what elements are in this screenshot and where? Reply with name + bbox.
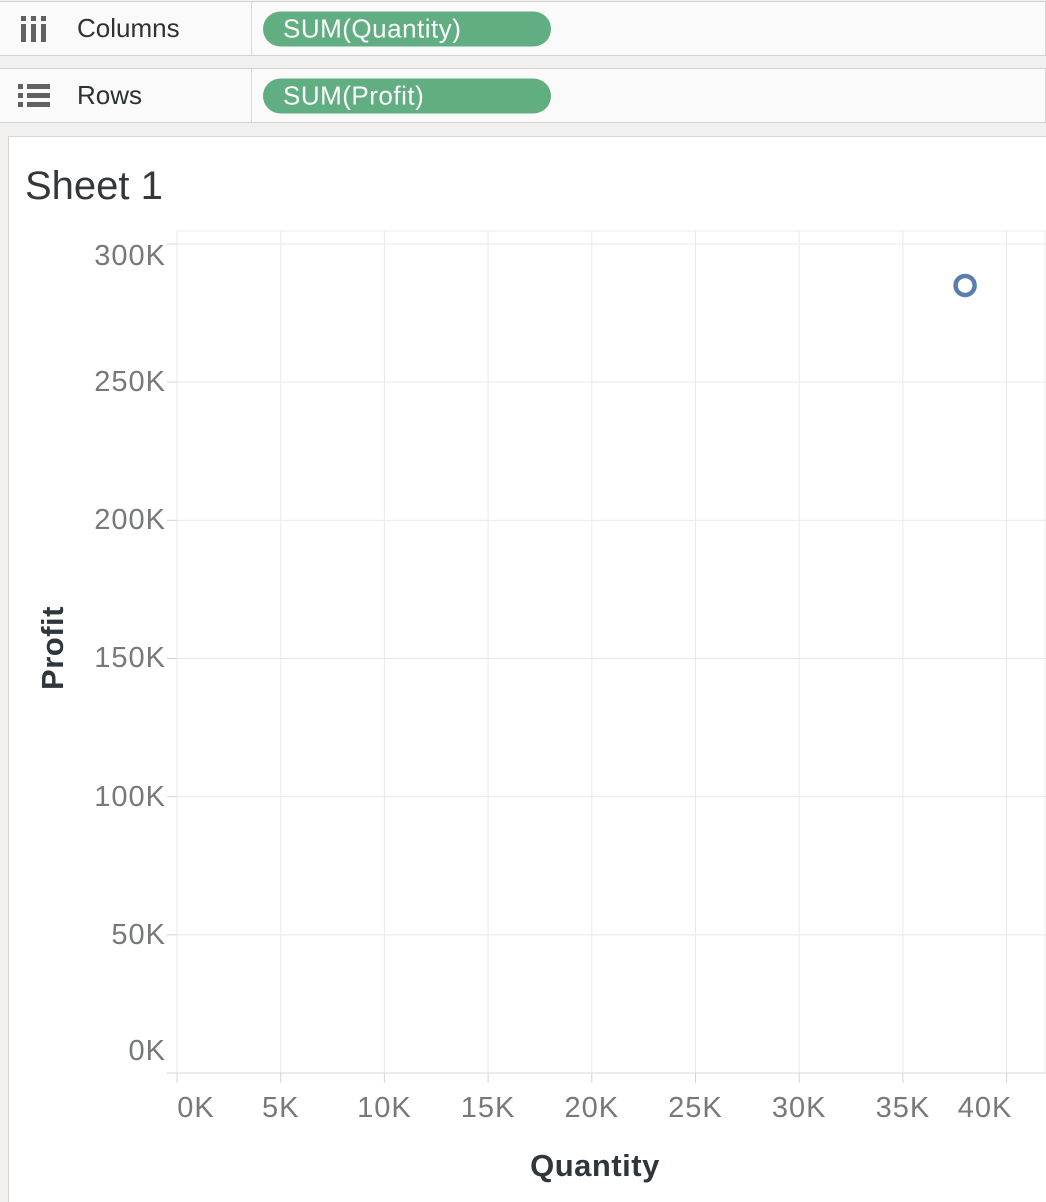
shelf-divider [251,2,252,55]
scatter-mark[interactable] [953,273,977,298]
x-tick-label: 25K [668,1092,723,1124]
rows-pill-sum-profit[interactable]: SUM(Profit) [263,78,551,113]
y-tick-label: 100K [94,780,166,813]
x-axis-title: Quantity [530,1148,660,1183]
sheet-title: Sheet 1 [25,164,163,208]
x-tick-label: 30K [771,1092,827,1124]
x-tick-label: 0K [177,1092,215,1124]
y-axis-title: Profit [35,606,70,690]
columns-icon [21,16,46,42]
rows-shelf-label: Rows [77,80,143,110]
y-tick-label: 300K [94,240,166,272]
rows-icon [18,84,50,107]
y-tick-label: 250K [94,366,166,399]
x-tick-label: 40K [957,1092,1013,1124]
x-tick-label: 35K [875,1092,931,1124]
y-tick-label: 50K [111,918,166,951]
y-tick-label: 0K [128,1035,166,1067]
rows-shelf[interactable]: Rows SUM(Profit) [0,68,1046,123]
columns-pill-sum-quantity[interactable]: SUM(Quantity) [263,11,551,46]
x-tick-label: 15K [460,1092,516,1124]
y-tick-label: 200K [94,504,166,537]
sheet-pane [8,136,1046,1202]
x-tick-label: 5K [261,1092,300,1124]
x-tick-label: 20K [564,1092,620,1124]
shelf-divider [251,69,252,122]
x-tick-label: 10K [357,1092,412,1124]
y-tick-label: 150K [94,642,166,675]
columns-shelf-label: Columns [77,13,180,43]
columns-shelf[interactable]: Columns SUM(Quantity) [0,1,1046,56]
